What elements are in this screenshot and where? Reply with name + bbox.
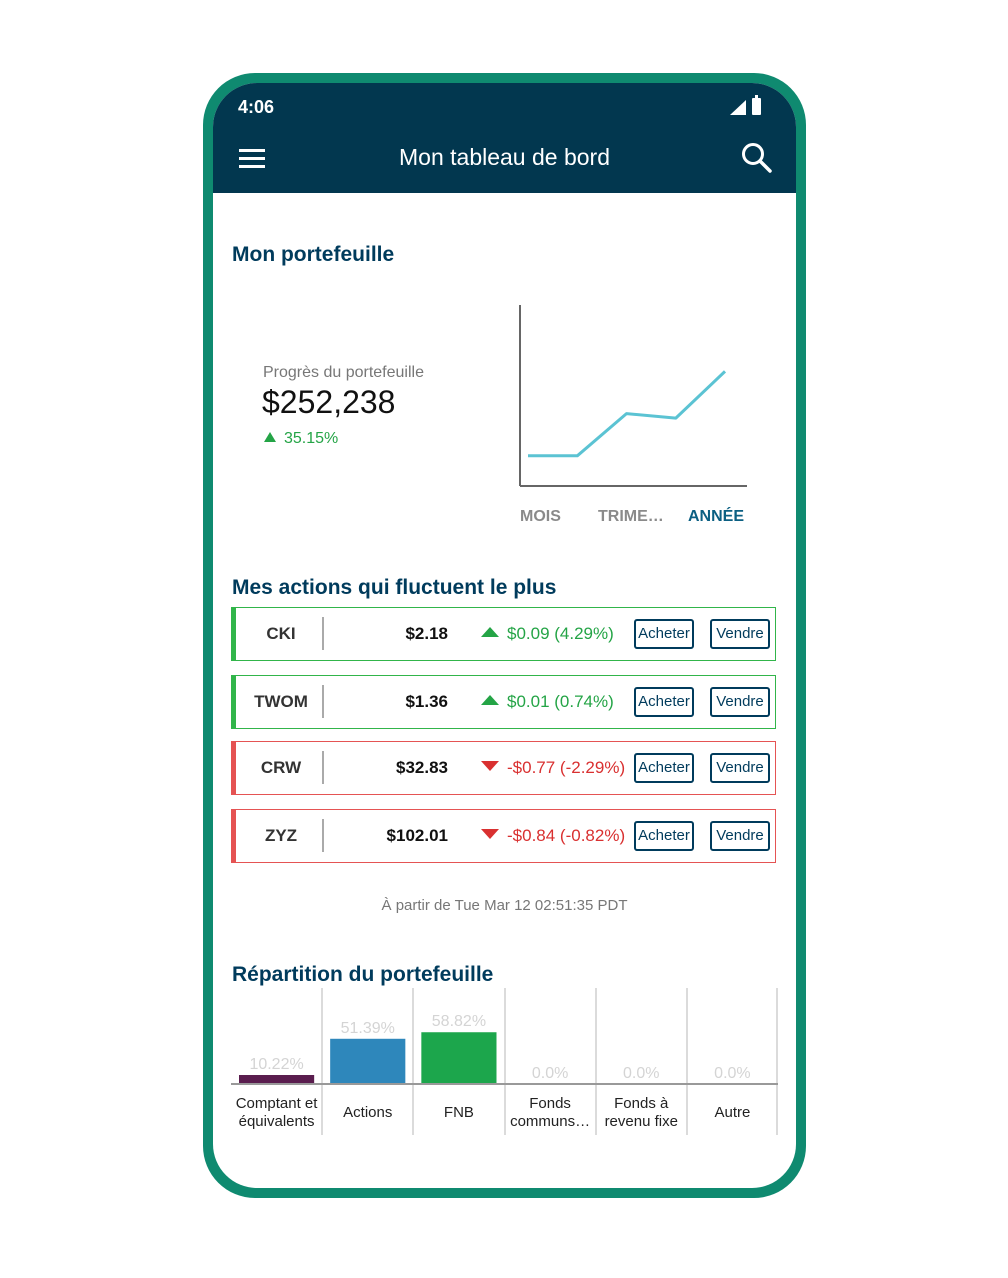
- stock-symbol: TWOM: [254, 692, 308, 711]
- stock-row: CKI $2.18 $0.09 (4.29%) Acheter Vendre: [231, 607, 776, 661]
- divider: [322, 751, 324, 784]
- up-arrow-icon: [481, 627, 499, 637]
- bar-value-label: 0.0%: [532, 1065, 568, 1082]
- portfolio-series-line: [528, 370, 727, 458]
- stock-row: ZYZ $102.01 -$0.84 (-0.82%) Acheter Vend…: [231, 809, 776, 863]
- category-label: communs…: [510, 1113, 590, 1130]
- battery-icon: [752, 95, 761, 115]
- search-icon[interactable]: [740, 141, 774, 175]
- page-title: Mon tableau de bord: [399, 144, 610, 170]
- category-label: équivalents: [239, 1113, 315, 1130]
- bar-value-label: 0.0%: [714, 1065, 750, 1082]
- divider: [322, 819, 324, 852]
- allocation-bar: [421, 1032, 497, 1084]
- stock-price: $102.01: [386, 826, 448, 845]
- status-icons: [730, 95, 770, 118]
- category-label: Fonds: [529, 1095, 571, 1112]
- bar-value-label: 58.82%: [432, 1013, 486, 1030]
- movers-heading: Mes actions qui fluctuent le plus: [232, 576, 557, 599]
- up-arrow-icon: [264, 432, 276, 442]
- stock-change: -$0.84 (-0.82%): [481, 810, 625, 862]
- divider: [322, 685, 324, 718]
- bar-value-label: 10.22%: [249, 1056, 303, 1073]
- portfolio-change: 35.15%: [264, 430, 338, 448]
- buy-button[interactable]: Acheter: [634, 753, 694, 783]
- stock-row: TWOM $1.36 $0.01 (0.74%) Acheter Vendre: [231, 675, 776, 729]
- stock-price: $32.83: [396, 758, 448, 777]
- stock-change: $0.09 (4.29%): [481, 608, 614, 660]
- stock-change: -$0.77 (-2.29%): [481, 742, 625, 794]
- stock-symbol: CKI: [266, 624, 296, 643]
- stock-change-value: -$0.77 (-2.29%): [507, 758, 626, 777]
- up-arrow-icon: [481, 695, 499, 705]
- sell-button[interactable]: Vendre: [710, 687, 770, 717]
- divider: [322, 617, 324, 650]
- stock-price: $1.36: [405, 692, 448, 711]
- app-bar: 4:06 Mon tableau de bord: [213, 83, 796, 193]
- down-arrow-icon: [481, 761, 499, 771]
- category-label: Comptant et: [236, 1095, 319, 1112]
- sell-button[interactable]: Vendre: [710, 753, 770, 783]
- quote-timestamp: À partir de Tue Mar 12 02:51:35 PDT: [381, 897, 628, 914]
- stock-change: $0.01 (0.74%): [481, 676, 614, 728]
- allocation-bar: [239, 1075, 315, 1084]
- portfolio-line-chart: [519, 305, 747, 487]
- phone-frame: 4:06 Mon tableau de bord Mon portefeuill…: [203, 73, 806, 1198]
- stock-change-value: $0.01 (0.74%): [507, 692, 614, 711]
- buy-button[interactable]: Acheter: [634, 619, 694, 649]
- allocation-heading: Répartition du portefeuille: [232, 963, 494, 986]
- sell-button[interactable]: Vendre: [710, 619, 770, 649]
- buy-button[interactable]: Acheter: [634, 687, 694, 717]
- category-label: revenu fixe: [605, 1113, 678, 1130]
- portfolio-change-value: 35.15%: [284, 430, 339, 447]
- buy-button[interactable]: Acheter: [634, 821, 694, 851]
- down-arrow-icon: [481, 829, 499, 839]
- stock-change-value: $0.09 (4.29%): [507, 624, 614, 643]
- category-label: Fonds à: [614, 1095, 669, 1112]
- portfolio-value: $252,238: [262, 384, 396, 420]
- status-time: 4:06: [238, 97, 275, 117]
- signal-icon: [730, 100, 746, 115]
- stock-change-value: -$0.84 (-0.82%): [507, 826, 626, 845]
- tab-year[interactable]: ANNÉE: [688, 508, 745, 525]
- tab-month[interactable]: MOIS: [520, 508, 561, 525]
- tab-quarter[interactable]: TRIME…: [598, 508, 664, 525]
- allocation-bar: [330, 1038, 406, 1084]
- portfolio-heading: Mon portefeuille: [232, 243, 395, 266]
- category-label: Autre: [714, 1104, 750, 1121]
- category-label: FNB: [444, 1104, 474, 1121]
- category-label: Actions: [343, 1104, 392, 1121]
- sell-button[interactable]: Vendre: [710, 821, 770, 851]
- screen: 4:06 Mon tableau de bord Mon portefeuill…: [213, 83, 796, 1188]
- stock-symbol: CRW: [260, 758, 302, 777]
- stock-price: $2.18: [405, 624, 448, 643]
- stock-row: CRW $32.83 -$0.77 (-2.29%) Acheter Vendr…: [231, 741, 776, 795]
- stock-symbol: ZYZ: [264, 826, 298, 845]
- bar-value-label: 0.0%: [623, 1065, 659, 1082]
- portfolio-progress-label: Progrès du portefeuille: [263, 364, 424, 381]
- menu-icon[interactable]: [239, 149, 265, 169]
- bar-value-label: 51.39%: [341, 1020, 395, 1037]
